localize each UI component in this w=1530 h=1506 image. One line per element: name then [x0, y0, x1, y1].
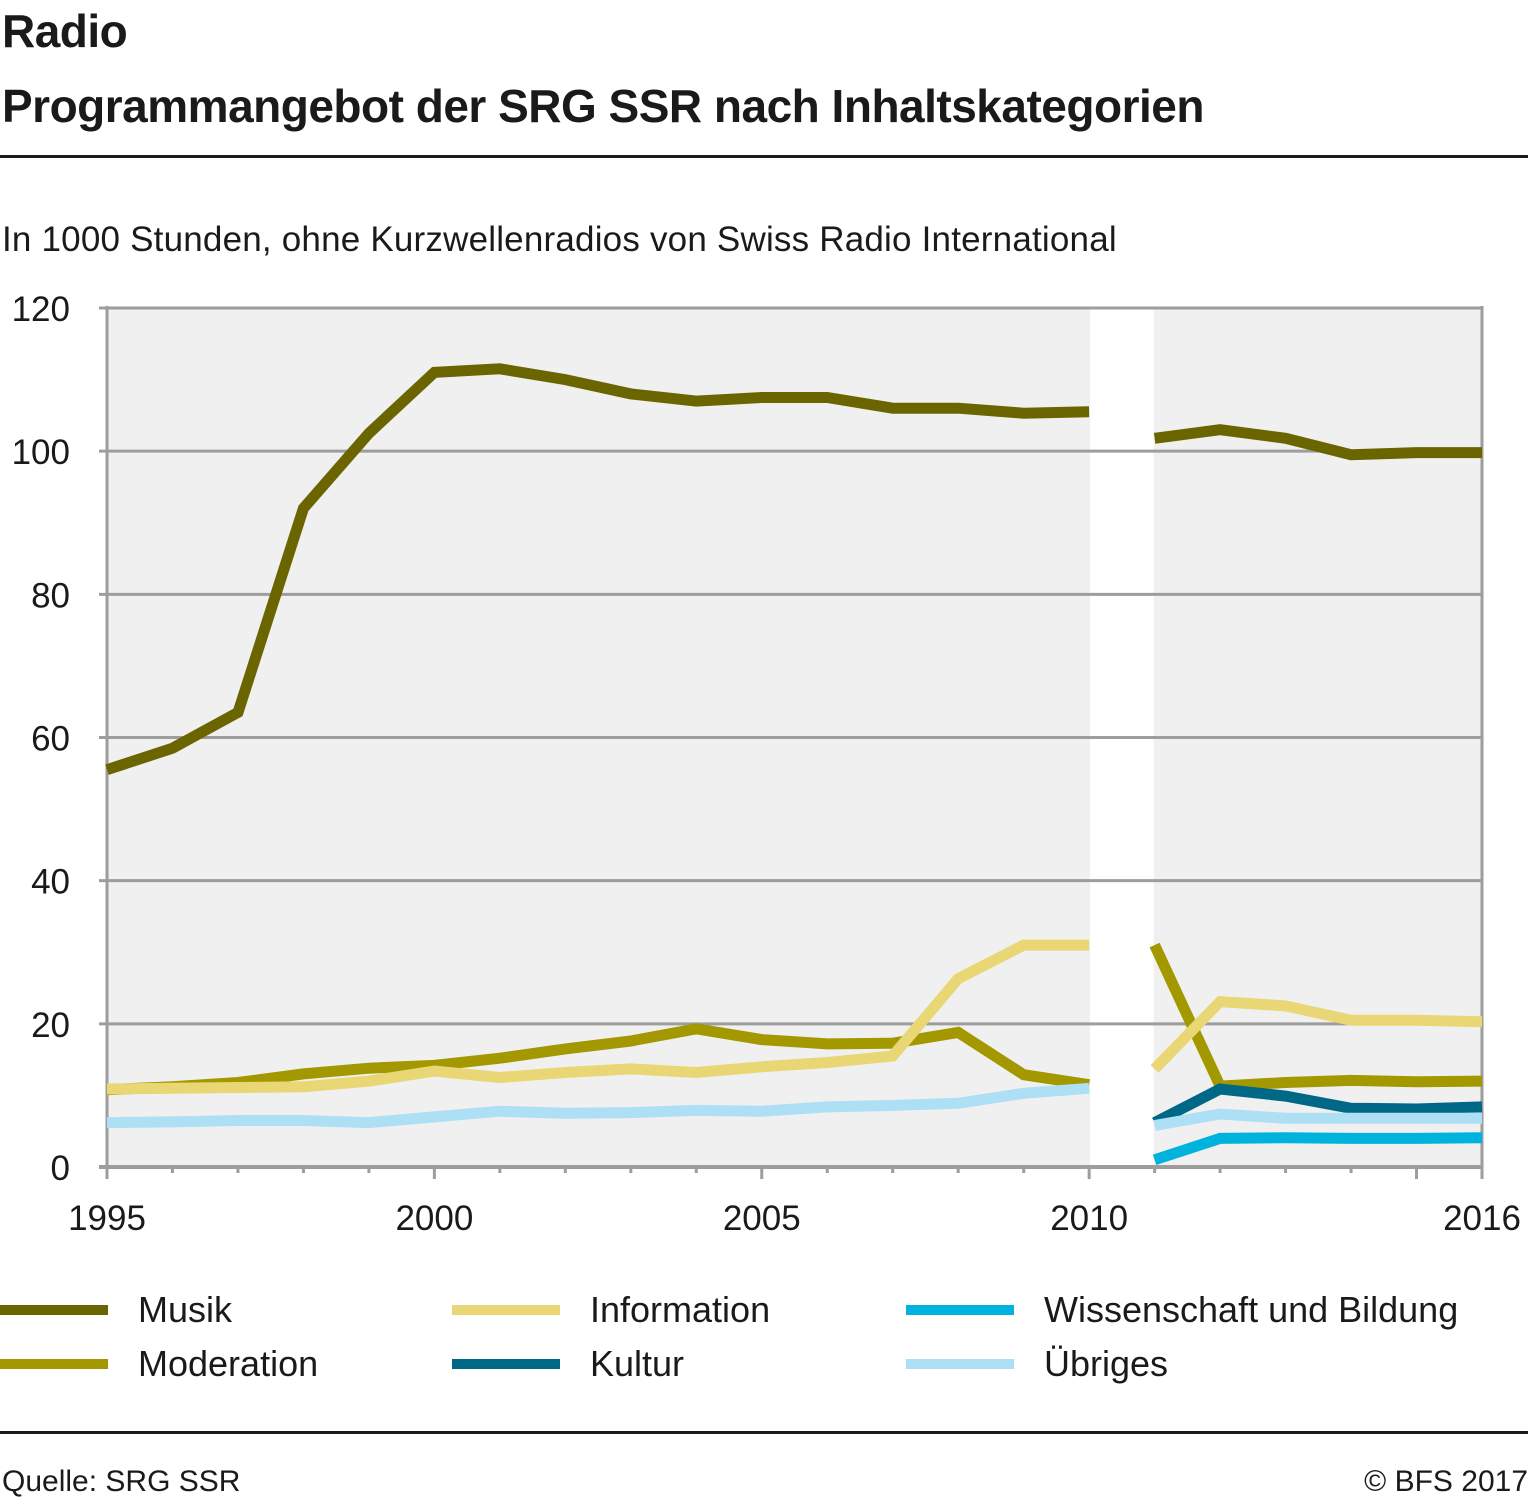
legend-item-moderation: Moderation	[0, 1339, 318, 1389]
chart-subtitle: In 1000 Stunden, ohne Kurzwellenradios v…	[2, 220, 1117, 259]
legend-label: Musik	[138, 1289, 233, 1330]
legend-label: Wissenschaft und Bildung	[1044, 1289, 1459, 1330]
copyright-note: © BFS 2017	[1364, 1465, 1528, 1498]
legend-item-uebriges: Übriges	[906, 1339, 1168, 1389]
series-line--briges-after-break	[1153, 1108, 1482, 1131]
legend-label: Kultur	[590, 1343, 685, 1384]
legend-swatch	[0, 1305, 108, 1315]
y-tick-labels: 0 20 40 60 80 100 120	[12, 290, 70, 1188]
x-tick-label: 2016	[1443, 1199, 1521, 1238]
series-line-information-after-break	[1150, 995, 1483, 1073]
y-tick-label: 0	[51, 1149, 70, 1188]
legend-item-wissenschaft-und-bildung: Wissenschaft und Bildung	[906, 1285, 1458, 1335]
legend-item-kultur: Kultur	[452, 1339, 684, 1389]
y-tick-label: 40	[31, 863, 70, 902]
y-tick-label: 100	[12, 433, 70, 472]
legend-label: Übriges	[1044, 1343, 1169, 1384]
x-tick-label: 2005	[723, 1199, 801, 1238]
legend-swatch	[906, 1359, 1014, 1369]
y-tick-label: 60	[31, 720, 70, 759]
series-line-moderation-before-break	[106, 1023, 1090, 1096]
chart-title: Programmangebot der SRG SSR nach Inhalts…	[2, 80, 1204, 132]
series-line-kultur-after-break	[1152, 1083, 1483, 1128]
series-line--briges-before-break	[106, 1082, 1090, 1129]
x-tick-label: 1995	[68, 1199, 146, 1238]
legend-swatch	[906, 1305, 1014, 1315]
chart-title-topic: Radio	[2, 5, 128, 57]
series-line-musik-after-break	[1153, 424, 1482, 461]
series-line-moderation-after-break	[1149, 942, 1483, 1092]
y-tick-label: 80	[31, 576, 70, 615]
title-divider	[0, 155, 1528, 158]
legend-item-musik: Musik	[0, 1285, 232, 1335]
legend-swatch	[452, 1359, 560, 1369]
y-tick-label: 120	[12, 290, 70, 329]
legend-label: Information	[590, 1289, 771, 1330]
legend-label: Moderation	[138, 1343, 319, 1384]
x-tick-label: 2000	[395, 1199, 473, 1238]
legend: Musik Moderation Information Kultur Wiss…	[0, 1285, 1530, 1395]
y-tick-label: 20	[31, 1006, 70, 1045]
series-lines	[105, 363, 1483, 1166]
series-line-wissenschaft-und-bildung-after-break	[1152, 1132, 1483, 1166]
source-note: Quelle: SRG SSR	[2, 1465, 241, 1498]
x-tick-label: 2010	[1050, 1199, 1128, 1238]
legend-item-information: Information	[452, 1285, 770, 1335]
line-chart: 0 20 40 60 80 100 120 1995 2000 2005 2010 2016	[12, 290, 1521, 1238]
x-tick-labels: 1995 2000 2005 2010 2016	[68, 1199, 1521, 1238]
legend-swatch	[452, 1305, 560, 1315]
series-line-information-before-break	[106, 939, 1090, 1095]
legend-swatch	[0, 1359, 108, 1369]
footer-divider	[0, 1431, 1528, 1434]
series-line-musik-before-break	[105, 363, 1090, 775]
